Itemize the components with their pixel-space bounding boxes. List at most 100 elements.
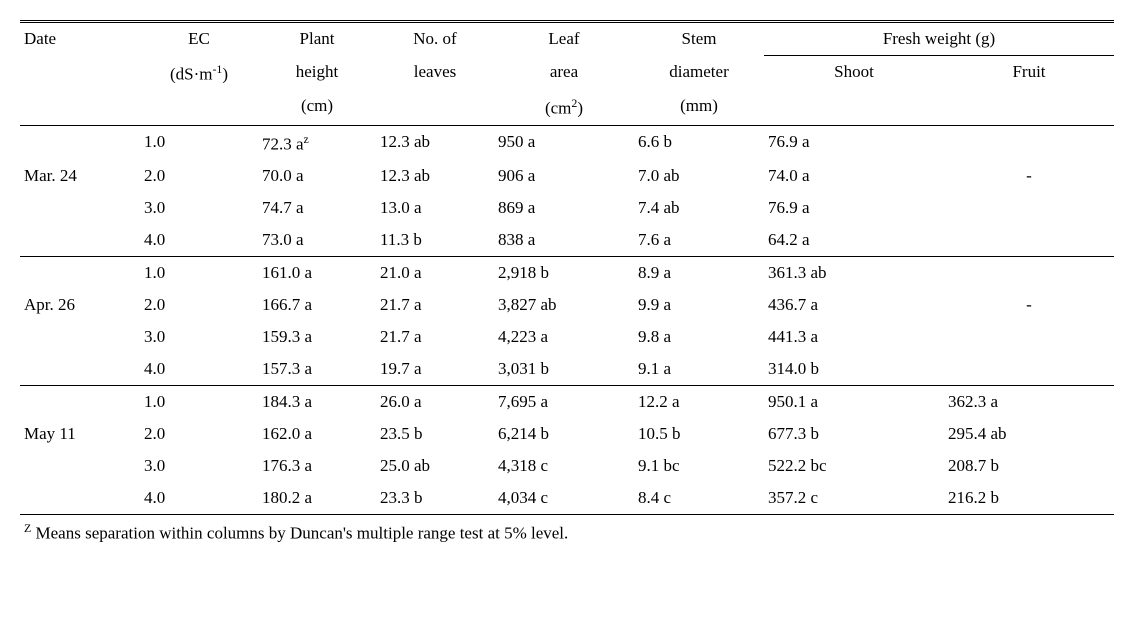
shoot-cell: 677.3 b bbox=[764, 418, 944, 450]
plant-height-cell: 162.0 a bbox=[258, 418, 376, 450]
fruit-cell: 362.3 a bbox=[944, 386, 1114, 419]
footnote-text: Means separation within columns by Dunca… bbox=[31, 524, 568, 543]
no-leaves-cell: 26.0 a bbox=[376, 386, 494, 419]
fruit-cell: 295.4 ab bbox=[944, 418, 1114, 450]
header-row-1: Date EC Plant No. of Leaf Stem Fresh wei… bbox=[20, 22, 1114, 56]
table-body: 1.072.3 az12.3 ab950 a6.6 b76.9 aMar. 24… bbox=[20, 125, 1114, 515]
leaf-area-cell: 906 a bbox=[494, 160, 634, 192]
col-date: Date bbox=[20, 22, 140, 126]
shoot-cell: 361.3 ab bbox=[764, 257, 944, 290]
shoot-cell: 76.9 a bbox=[764, 192, 944, 224]
col-la-l2: area bbox=[494, 56, 634, 91]
ec-cell: 1.0 bbox=[140, 125, 258, 160]
stem-diameter-cell: 9.1 bc bbox=[634, 450, 764, 482]
leaf-area-cell: 2,918 b bbox=[494, 257, 634, 290]
table-row: Mar. 242.070.0 a12.3 ab906 a7.0 ab74.0 a… bbox=[20, 160, 1114, 192]
fruit-cell: 208.7 b bbox=[944, 450, 1114, 482]
leaf-area-cell: 7,695 a bbox=[494, 386, 634, 419]
ec-cell: 2.0 bbox=[140, 160, 258, 192]
no-leaves-cell: 19.7 a bbox=[376, 353, 494, 386]
table-row: 1.0184.3 a26.0 a7,695 a12.2 a950.1 a362.… bbox=[20, 386, 1114, 419]
leaf-area-cell: 838 a bbox=[494, 224, 634, 257]
shoot-cell: 64.2 a bbox=[764, 224, 944, 257]
shoot-cell: 76.9 a bbox=[764, 125, 944, 160]
no-leaves-cell: 23.5 b bbox=[376, 418, 494, 450]
col-ph-l2: height bbox=[258, 56, 376, 91]
col-sd-l1: Stem bbox=[634, 22, 764, 56]
data-table: Date EC Plant No. of Leaf Stem Fresh wei… bbox=[20, 20, 1114, 550]
shoot-cell: 950.1 a bbox=[764, 386, 944, 419]
date-cell: May 11 bbox=[20, 418, 140, 515]
col-ec-l1: EC bbox=[140, 22, 258, 56]
date-cell-empty bbox=[20, 386, 140, 419]
col-la-l3: (cm2) bbox=[494, 90, 634, 125]
leaf-area-cell: 950 a bbox=[494, 125, 634, 160]
stem-diameter-cell: 9.8 a bbox=[634, 321, 764, 353]
plant-height-cell: 157.3 a bbox=[258, 353, 376, 386]
no-leaves-cell: 13.0 a bbox=[376, 192, 494, 224]
fruit-cell-dash: - bbox=[944, 160, 1114, 257]
table-row: 1.0161.0 a21.0 a2,918 b8.9 a361.3 ab bbox=[20, 257, 1114, 290]
ec-unit-close: ) bbox=[222, 64, 228, 83]
leaf-area-cell: 3,827 ab bbox=[494, 289, 634, 321]
leaf-area-cell: 4,318 c bbox=[494, 450, 634, 482]
date-cell: Apr. 26 bbox=[20, 289, 140, 386]
no-leaves-cell: 21.7 a bbox=[376, 289, 494, 321]
stem-diameter-cell: 7.4 ab bbox=[634, 192, 764, 224]
col-fruit: Fruit bbox=[944, 56, 1114, 126]
table: Date EC Plant No. of Leaf Stem Fresh wei… bbox=[20, 20, 1114, 550]
no-leaves-cell: 21.0 a bbox=[376, 257, 494, 290]
table-row: 1.072.3 az12.3 ab950 a6.6 b76.9 a bbox=[20, 125, 1114, 160]
value-sup: z bbox=[304, 132, 309, 146]
shoot-cell: 522.2 bc bbox=[764, 450, 944, 482]
shoot-cell: 314.0 b bbox=[764, 353, 944, 386]
col-la-l1: Leaf bbox=[494, 22, 634, 56]
table-row: May 112.0162.0 a23.5 b6,214 b10.5 b677.3… bbox=[20, 418, 1114, 450]
ec-cell: 2.0 bbox=[140, 289, 258, 321]
la-unit-open: (cm bbox=[545, 99, 571, 118]
col-sd-l2: diameter bbox=[634, 56, 764, 91]
shoot-cell: 74.0 a bbox=[764, 160, 944, 192]
fruit-cell-empty bbox=[944, 125, 1114, 160]
footnote: Z Means separation within columns by Dun… bbox=[20, 515, 1114, 550]
col-nl-l2: leaves bbox=[376, 56, 494, 91]
date-cell-empty bbox=[20, 257, 140, 290]
plant-height-cell: 166.7 a bbox=[258, 289, 376, 321]
plant-height-cell: 159.3 a bbox=[258, 321, 376, 353]
la-unit-close: ) bbox=[577, 99, 583, 118]
ec-cell: 4.0 bbox=[140, 482, 258, 515]
no-leaves-cell: 23.3 b bbox=[376, 482, 494, 515]
header-row-2: (dS·m-1) height leaves area diameter Sho… bbox=[20, 56, 1114, 91]
no-leaves-cell: 12.3 ab bbox=[376, 160, 494, 192]
plant-height-cell: 161.0 a bbox=[258, 257, 376, 290]
plant-height-cell: 180.2 a bbox=[258, 482, 376, 515]
col-sd-l3: (mm) bbox=[634, 90, 764, 125]
stem-diameter-cell: 10.5 b bbox=[634, 418, 764, 450]
ec-cell: 3.0 bbox=[140, 192, 258, 224]
col-ph-l1: Plant bbox=[258, 22, 376, 56]
col-ph-l3: (cm) bbox=[258, 90, 376, 125]
shoot-cell: 441.3 a bbox=[764, 321, 944, 353]
date-cell: Mar. 24 bbox=[20, 160, 140, 257]
col-ec-l2: (dS·m-1) bbox=[140, 56, 258, 91]
ec-unit-sup: -1 bbox=[212, 62, 222, 76]
footnote-row: Z Means separation within columns by Dun… bbox=[20, 515, 1114, 550]
ec-cell: 3.0 bbox=[140, 321, 258, 353]
plant-height-cell: 73.0 a bbox=[258, 224, 376, 257]
stem-diameter-cell: 9.1 a bbox=[634, 353, 764, 386]
leaf-area-cell: 6,214 b bbox=[494, 418, 634, 450]
leaf-area-cell: 3,031 b bbox=[494, 353, 634, 386]
ec-cell: 1.0 bbox=[140, 257, 258, 290]
ec-cell: 3.0 bbox=[140, 450, 258, 482]
table-row: 4.0180.2 a23.3 b4,034 c8.4 c357.2 c216.2… bbox=[20, 482, 1114, 515]
ec-cell: 4.0 bbox=[140, 353, 258, 386]
stem-diameter-cell: 12.2 a bbox=[634, 386, 764, 419]
stem-diameter-cell: 6.6 b bbox=[634, 125, 764, 160]
shoot-cell: 357.2 c bbox=[764, 482, 944, 515]
stem-diameter-cell: 9.9 a bbox=[634, 289, 764, 321]
col-nl-l1: No. of bbox=[376, 22, 494, 56]
stem-diameter-cell: 8.9 a bbox=[634, 257, 764, 290]
no-leaves-cell: 11.3 b bbox=[376, 224, 494, 257]
date-cell-empty bbox=[20, 125, 140, 160]
ec-cell: 2.0 bbox=[140, 418, 258, 450]
